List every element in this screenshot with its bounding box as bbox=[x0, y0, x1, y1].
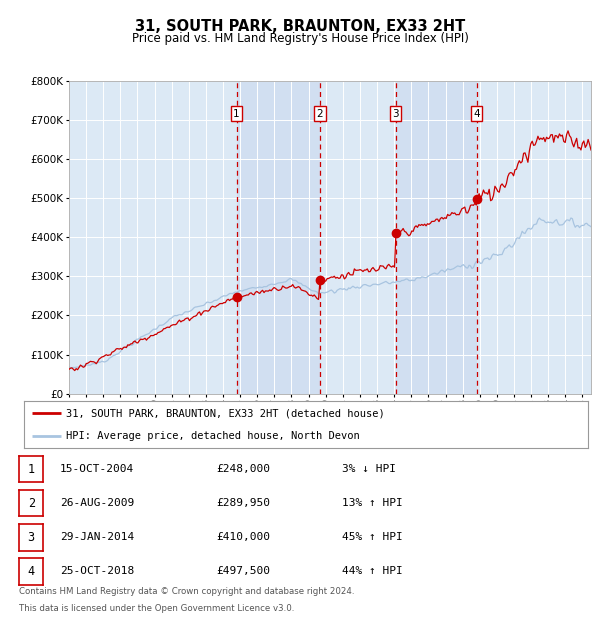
Text: £248,000: £248,000 bbox=[216, 464, 270, 474]
Text: 4: 4 bbox=[473, 109, 480, 119]
Text: 31, SOUTH PARK, BRAUNTON, EX33 2HT (detached house): 31, SOUTH PARK, BRAUNTON, EX33 2HT (deta… bbox=[66, 409, 385, 419]
Text: Contains HM Land Registry data © Crown copyright and database right 2024.: Contains HM Land Registry data © Crown c… bbox=[19, 587, 355, 596]
Bar bbox=[395, 81, 476, 394]
Bar bbox=[236, 81, 320, 394]
Text: 4: 4 bbox=[28, 565, 35, 578]
Text: 3: 3 bbox=[28, 531, 35, 544]
Text: Price paid vs. HM Land Registry's House Price Index (HPI): Price paid vs. HM Land Registry's House … bbox=[131, 32, 469, 45]
Text: 44% ↑ HPI: 44% ↑ HPI bbox=[342, 566, 403, 577]
Text: £497,500: £497,500 bbox=[216, 566, 270, 577]
Text: 25-OCT-2018: 25-OCT-2018 bbox=[60, 566, 134, 577]
Text: 29-JAN-2014: 29-JAN-2014 bbox=[60, 532, 134, 542]
Text: 45% ↑ HPI: 45% ↑ HPI bbox=[342, 532, 403, 542]
Text: 2: 2 bbox=[28, 497, 35, 510]
Text: 1: 1 bbox=[28, 463, 35, 476]
Text: HPI: Average price, detached house, North Devon: HPI: Average price, detached house, Nort… bbox=[66, 432, 360, 441]
Text: 31, SOUTH PARK, BRAUNTON, EX33 2HT: 31, SOUTH PARK, BRAUNTON, EX33 2HT bbox=[135, 19, 465, 33]
Text: £410,000: £410,000 bbox=[216, 532, 270, 542]
Text: 1: 1 bbox=[233, 109, 240, 119]
Text: 2: 2 bbox=[316, 109, 323, 119]
Text: 3% ↓ HPI: 3% ↓ HPI bbox=[342, 464, 396, 474]
Text: 26-AUG-2009: 26-AUG-2009 bbox=[60, 498, 134, 508]
Text: 13% ↑ HPI: 13% ↑ HPI bbox=[342, 498, 403, 508]
Text: £289,950: £289,950 bbox=[216, 498, 270, 508]
Text: 3: 3 bbox=[392, 109, 399, 119]
Text: This data is licensed under the Open Government Licence v3.0.: This data is licensed under the Open Gov… bbox=[19, 603, 295, 613]
Text: 15-OCT-2004: 15-OCT-2004 bbox=[60, 464, 134, 474]
